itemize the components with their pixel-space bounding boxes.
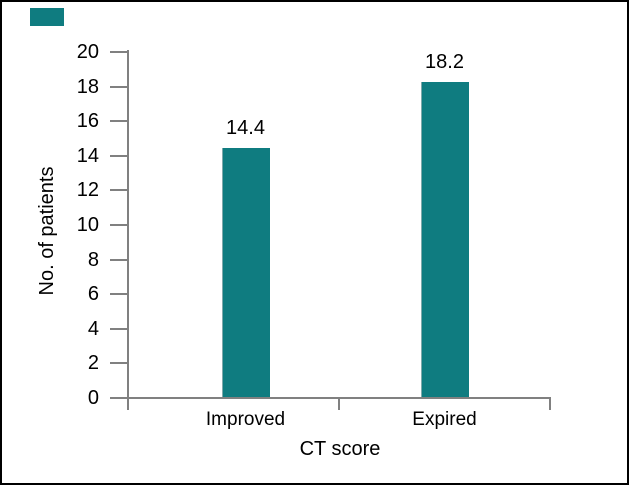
y-tick-label: 4 — [87, 317, 99, 340]
x-tick-mark — [127, 397, 129, 410]
y-tick-mark — [110, 85, 127, 88]
y-tick-label: 10 — [76, 214, 99, 236]
y-tick-label: 14 — [76, 144, 99, 167]
x-category-label: Expired — [412, 409, 477, 430]
y-tick-label: 20 — [76, 41, 99, 63]
y-tick-mark — [110, 51, 127, 53]
y-tick-mark — [110, 189, 127, 192]
y-tick-mark — [110, 327, 127, 330]
y-tick-label: 2 — [87, 352, 99, 375]
y-tick-mark — [110, 362, 127, 365]
x-tick-mark — [338, 397, 340, 410]
series-color-swatch — [30, 8, 64, 26]
bar-value-label: 14.4 — [226, 116, 265, 139]
y-tick-mark — [110, 293, 127, 296]
y-axis-line — [127, 50, 129, 410]
x-category-label: Improved — [205, 409, 286, 430]
y-tick-mark — [110, 120, 127, 123]
y-tick-label: 12 — [76, 179, 99, 202]
y-tick-mark — [110, 258, 127, 261]
y-tick-mark — [110, 224, 127, 226]
y-tick-mark — [110, 154, 127, 157]
y-tick-label: 16 — [76, 110, 99, 133]
bar-value-label: 18.2 — [425, 51, 464, 74]
x-axis-title: CT score — [299, 438, 381, 460]
x-tick-mark — [549, 397, 551, 410]
x-axis-line — [110, 397, 551, 399]
y-tick-label: 0 — [87, 387, 99, 409]
bar-improved — [222, 147, 270, 397]
y-tick-mark — [110, 397, 127, 399]
y-tick-label: 6 — [87, 283, 99, 306]
y-tick-label: 18 — [76, 75, 99, 98]
y-tick-label: 8 — [87, 248, 99, 271]
bar-expired — [421, 82, 469, 397]
